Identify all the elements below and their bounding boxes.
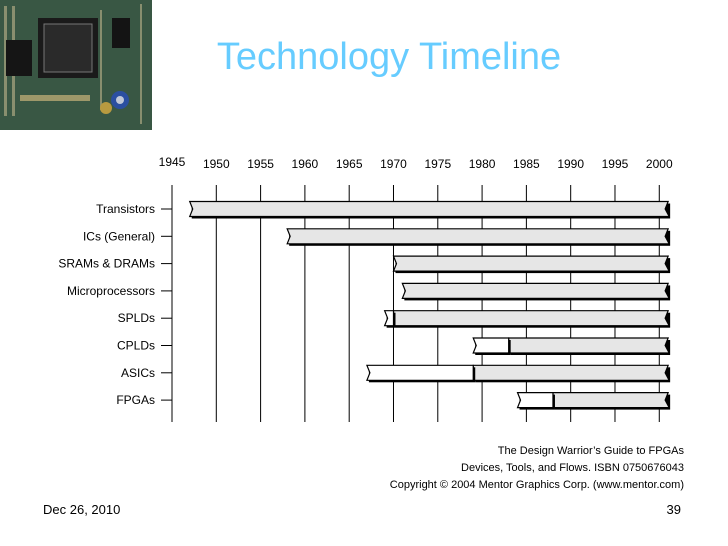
x-tick-label: 2000 [646,157,673,171]
circuit-board-photo [0,0,152,130]
x-tick-label: 1990 [557,157,584,171]
slide-title: Technology Timeline [216,36,562,78]
timeline-bar-established [286,228,671,245]
x-tick-label: 1960 [292,157,319,171]
category-label: CPLDs [117,339,155,353]
category-label: Microprocessors [67,284,155,298]
page-number: 39 [666,502,681,517]
x-tick-label: 1970 [380,157,407,171]
timeline-bar-emerging [472,337,510,354]
x-tick-label: 1985 [513,157,540,171]
timeline-bar-established [552,392,671,409]
timeline-bar-established [392,255,671,272]
x-tick-label: 1950 [203,157,230,171]
category-label: Transistors [96,202,155,216]
category-label: SRAMs & DRAMs [58,257,155,271]
x-tick-label: 1975 [424,157,451,171]
timeline-bar-emerging [383,310,395,327]
footer-date: Dec 26, 2010 [43,502,121,517]
category-label: FPGAs [116,393,155,407]
credit-line-1: The Design Warrior’s Guide to FPGAs [497,445,684,457]
x-tick-label: 1965 [336,157,363,171]
timeline-bar-established [392,310,671,327]
timeline-bar-established [188,200,671,218]
category-label: ASICs [121,366,155,380]
timeline-bar-established [508,337,671,354]
timeline-bar-emerging [516,392,554,409]
x-tick-label: 1955 [247,157,274,171]
timeline-bar-established [401,282,671,299]
x-tick-label: 1995 [602,157,629,171]
timeline-bar-established [472,364,671,381]
credit-line-2: Devices, Tools, and Flows. ISBN 07506760… [461,462,684,474]
x-tick-label: 1945 [159,155,186,169]
timeline-bar-emerging [366,364,474,381]
category-label: SPLDs [118,311,155,325]
x-tick-label: 1980 [469,157,496,171]
credit-line-3: Copyright © 2004 Mentor Graphics Corp. (… [389,479,684,491]
category-label: ICs (General) [83,229,155,243]
